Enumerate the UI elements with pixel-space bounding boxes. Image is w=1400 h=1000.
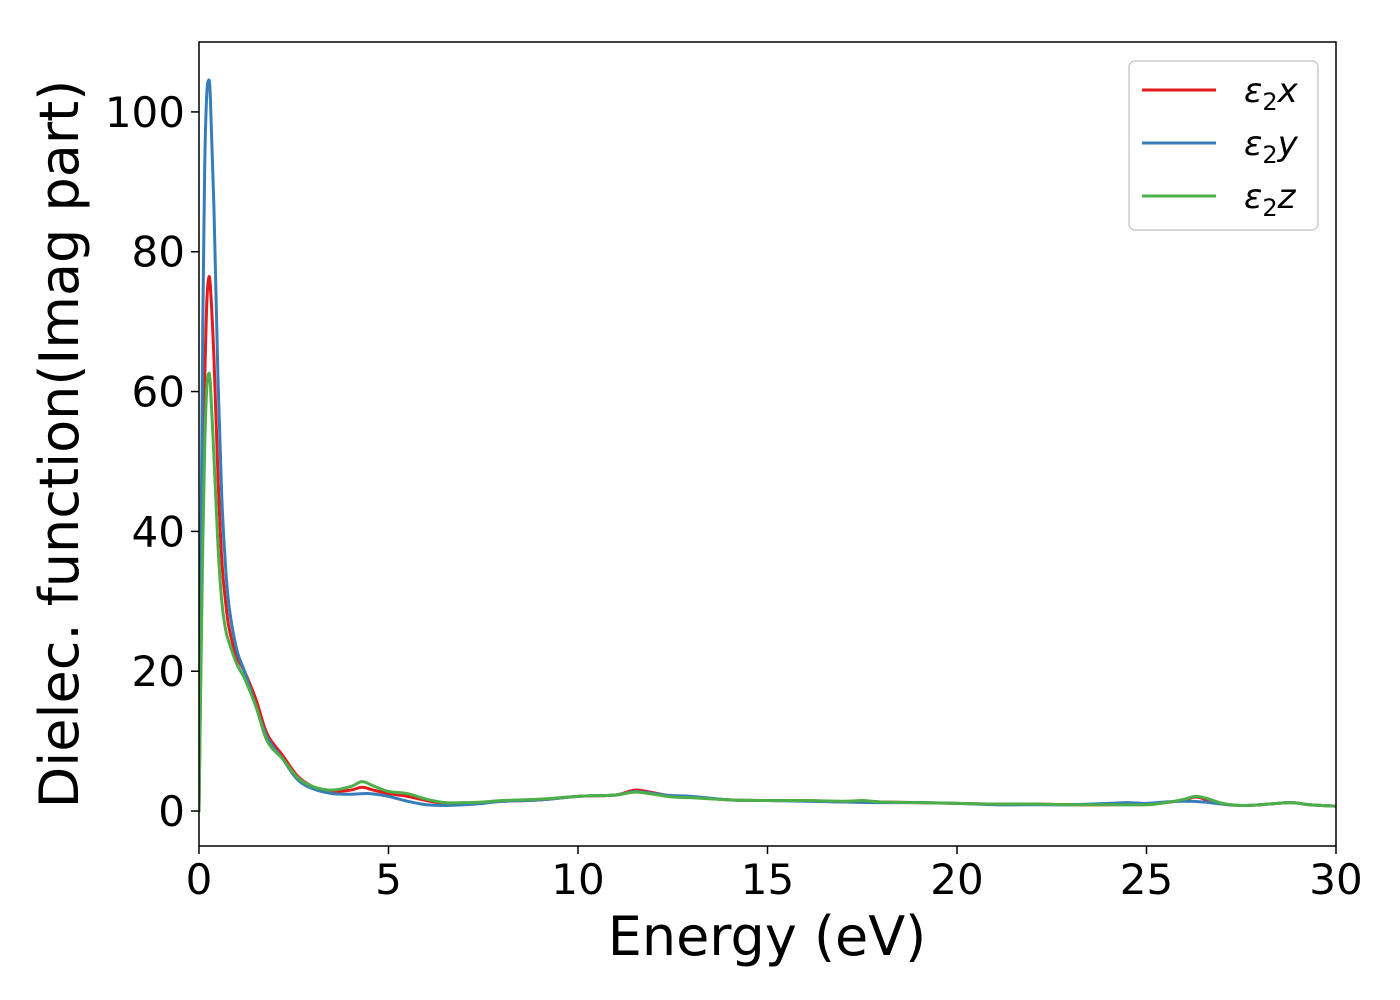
x-tick-label: 25 xyxy=(1120,855,1173,904)
series-line-x xyxy=(199,275,1336,813)
y-tick-label: 0 xyxy=(158,787,185,836)
legend-label-z: ε2z xyxy=(1244,177,1297,222)
x-axis-ticks: 0 5 10 15 20 25 30 xyxy=(186,846,1363,904)
series-lines xyxy=(199,78,1336,813)
x-tick-label: 0 xyxy=(186,855,213,904)
legend: ε2x ε2y ε2z xyxy=(1128,60,1319,231)
legend-box xyxy=(1128,60,1319,231)
x-tick-label: 15 xyxy=(741,855,794,904)
series-line-z xyxy=(199,371,1336,813)
plot-frame xyxy=(198,41,1337,847)
y-tick-label: 60 xyxy=(132,368,185,417)
x-axis-label: Energy (eV) xyxy=(608,905,927,968)
y-tick-label: 40 xyxy=(132,507,185,556)
legend-label-y: ε2y xyxy=(1244,124,1299,169)
y-axis-ticks: 0 20 40 60 80 100 xyxy=(105,88,199,836)
x-tick-label: 30 xyxy=(1309,855,1362,904)
x-tick-label: 5 xyxy=(375,855,402,904)
y-tick-label: 80 xyxy=(132,228,185,277)
y-tick-label: 20 xyxy=(132,647,185,696)
y-axis-label: Dielec. function(Imag part) xyxy=(28,80,91,809)
x-tick-label: 10 xyxy=(551,855,604,904)
x-tick-label: 20 xyxy=(930,855,983,904)
y-tick-label: 100 xyxy=(105,88,185,137)
legend-label-x: ε2x xyxy=(1244,71,1299,116)
